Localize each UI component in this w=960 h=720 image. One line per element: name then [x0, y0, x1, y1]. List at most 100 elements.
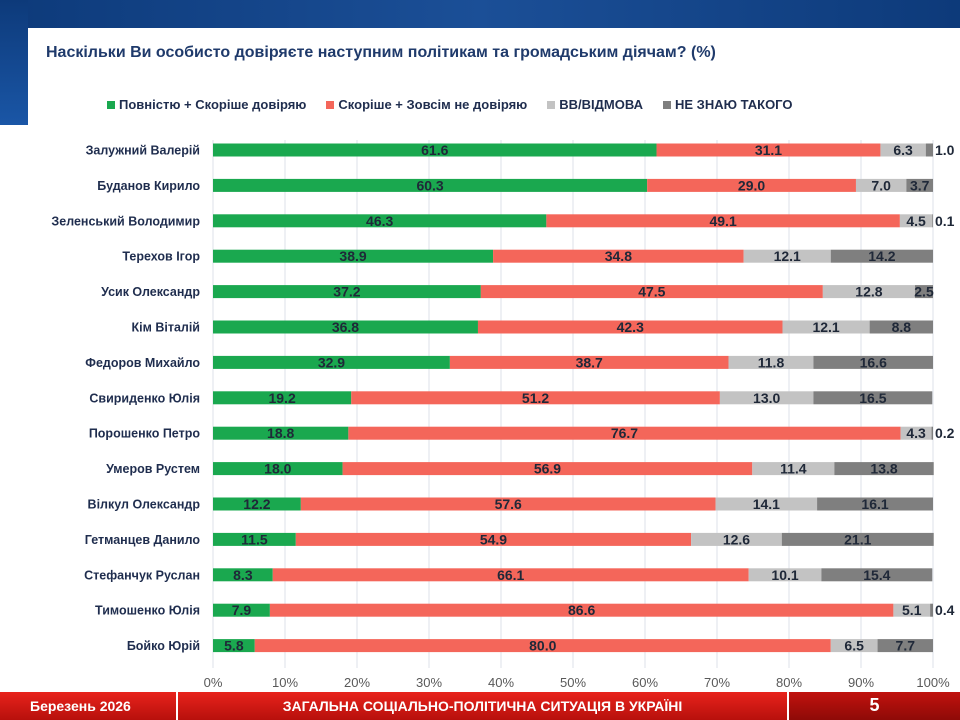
bar-segment [931, 426, 933, 440]
data-label: 14.1 [753, 496, 780, 512]
data-label: 6.5 [844, 638, 864, 654]
data-label: 46.3 [366, 213, 393, 229]
data-label: 29.0 [738, 177, 765, 193]
data-label: 12.2 [243, 496, 270, 512]
data-label: 37.2 [333, 284, 360, 300]
bar-segment [213, 320, 478, 334]
stacked-bar-chart: 0% 10% 20% 30% 40% 50% 60% 70% 80% 90% 100% Залужни… [51, 140, 955, 690]
data-label: 56.9 [534, 461, 561, 477]
category-label: Свириденко Юлія [89, 391, 200, 405]
bar-segment [213, 462, 343, 476]
data-label: 7.0 [871, 177, 891, 193]
x-tick-label: 10% [272, 675, 298, 690]
legend-swatch [107, 100, 115, 109]
data-label: 12.6 [723, 531, 750, 547]
data-label: 61.6 [421, 142, 448, 158]
data-label: 42.3 [617, 319, 644, 335]
bar-segment [213, 249, 494, 263]
bar-segment [213, 178, 648, 192]
category-label: Федоров Михайло [85, 356, 200, 370]
bar-segment [915, 285, 933, 299]
data-label: 2.5 [914, 284, 934, 300]
bar-segment [546, 214, 900, 228]
bar-segment [480, 285, 823, 299]
legend-swatch [547, 100, 556, 109]
x-tick-label: 30% [416, 675, 442, 690]
bar-segment [813, 391, 933, 405]
data-label: 14.2 [868, 248, 895, 264]
bar-segment [932, 214, 933, 228]
bar-segment [900, 426, 932, 440]
data-label: 32.9 [318, 354, 345, 370]
category-label: Вілкул Олександр [88, 498, 201, 512]
x-tick-label: 70% [704, 675, 730, 690]
legend-label: Скоріше + Зовсім не довіряю [338, 97, 528, 112]
data-label: 11.8 [758, 354, 785, 370]
footer-section: ЗАГАЛЬНА СОЦІАЛЬНО-ПОЛІТИЧНА СИТУАЦІЯ В … [178, 692, 787, 720]
data-label: 31.1 [755, 142, 782, 158]
legend-label: Повністю + Скоріше довіряю [119, 97, 307, 112]
data-label: 10.1 [771, 567, 798, 583]
data-label: 5.1 [902, 602, 922, 618]
bar-segment [830, 249, 933, 263]
data-label: 18.8 [267, 425, 294, 441]
bar-segment [748, 568, 822, 582]
data-label: 12.1 [774, 248, 801, 264]
legend-label: НЕ ЗНАЮ ТАКОГО [675, 97, 793, 112]
bar-segment [213, 603, 270, 617]
bar-segment [869, 320, 933, 334]
category-label: Порошенко Петро [89, 427, 201, 441]
data-label: 18.0 [264, 461, 291, 477]
data-label: 8.8 [892, 319, 912, 335]
data-label: 15.4 [863, 567, 890, 583]
data-label: 16.6 [860, 354, 887, 370]
bar-segment [834, 462, 934, 476]
bar-segment [822, 285, 915, 299]
category-label: Буданов Кирило [97, 179, 200, 193]
bar-segment [213, 391, 352, 405]
data-label: 12.1 [812, 319, 839, 335]
legend-item: Повністю + Скоріше довіряю [107, 97, 306, 112]
data-label: 11.5 [241, 531, 268, 547]
bar-segment [647, 178, 856, 192]
bar-segment [930, 603, 933, 617]
legend-item: НЕ ЗНАЮ ТАКОГО [663, 97, 793, 112]
bar-segment [300, 497, 716, 511]
data-label: 13.8 [870, 461, 897, 477]
bar-segment [213, 639, 255, 653]
category-label: Тимошенко Юлія [95, 604, 200, 618]
bar-segment [449, 355, 729, 369]
data-label: 34.8 [605, 248, 632, 264]
category-label: Стефанчук Руслан [84, 568, 200, 582]
data-label: 16.1 [861, 496, 888, 512]
bar-segment [719, 391, 814, 405]
bar-segment [691, 532, 782, 546]
legend-swatch [663, 100, 672, 109]
header-band [0, 0, 960, 28]
bar-segment [899, 214, 933, 228]
bar-segment [743, 249, 831, 263]
bar-segment [781, 532, 934, 546]
bar-segment [906, 178, 933, 192]
data-label: 1.0 [935, 142, 955, 158]
bar-segment [213, 285, 481, 299]
bar-segment [752, 462, 835, 476]
data-label: 21.1 [844, 531, 871, 547]
data-label: 47.5 [638, 284, 665, 300]
legend-item: Скоріше + Зовсім не довіряю [326, 97, 527, 112]
data-label: 19.2 [268, 390, 295, 406]
data-label: 49.1 [709, 213, 736, 229]
data-label: 11.4 [780, 461, 807, 477]
data-label: 4.5 [906, 213, 926, 229]
x-tick-label: 80% [776, 675, 802, 690]
data-label: 13.0 [753, 390, 780, 406]
bar-segment [213, 426, 349, 440]
data-label: 38.9 [339, 248, 366, 264]
bar-segment [477, 320, 783, 334]
page-number: 5 [789, 692, 960, 720]
bar-segment [830, 639, 878, 653]
bar-segment [817, 497, 933, 511]
data-label: 38.7 [576, 354, 603, 370]
category-label: Кім Віталій [132, 321, 201, 335]
data-label: 0.1 [935, 213, 955, 229]
